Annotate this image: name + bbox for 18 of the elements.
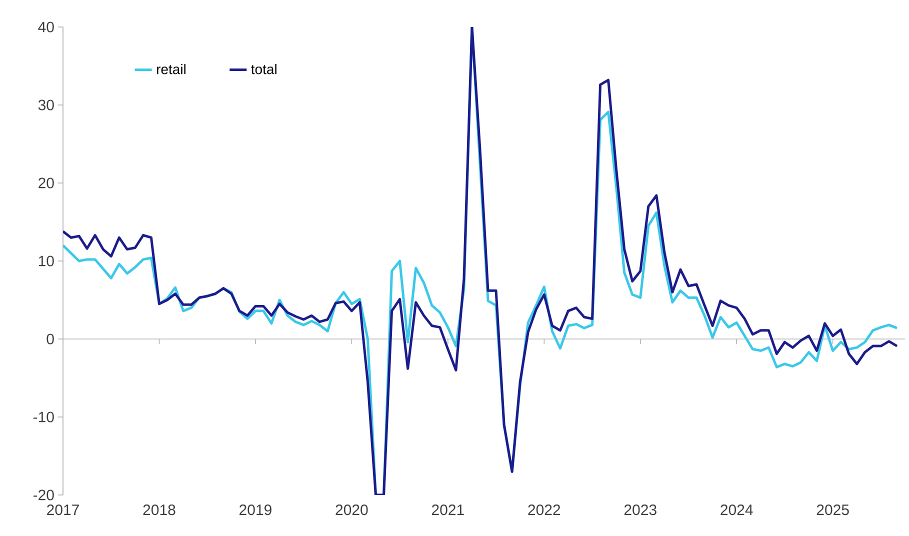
x-tick-label: 2022 (528, 504, 560, 516)
legend-label: retail (156, 64, 186, 74)
x-tick-label: 2019 (240, 504, 272, 516)
y-tick-label: -10 (33, 412, 54, 422)
y-tick-label: 10 (38, 256, 54, 266)
x-tick-label: 2023 (624, 504, 656, 516)
x-tick-label: 2021 (432, 504, 464, 516)
x-tick-label: 2017 (47, 504, 79, 516)
y-tick-label: -20 (33, 490, 54, 500)
y-tick-label: 0 (46, 334, 54, 344)
y-tick-label: 20 (38, 178, 54, 188)
y-tick-label: 40 (38, 22, 54, 32)
y-tick-label: 30 (38, 100, 54, 110)
legend-label: total (251, 64, 276, 74)
x-tick-label: 2024 (720, 504, 753, 516)
x-tick-label: 2020 (336, 504, 368, 516)
x-tick-label: 2018 (143, 504, 176, 516)
x-tick-label: 2025 (816, 504, 849, 516)
